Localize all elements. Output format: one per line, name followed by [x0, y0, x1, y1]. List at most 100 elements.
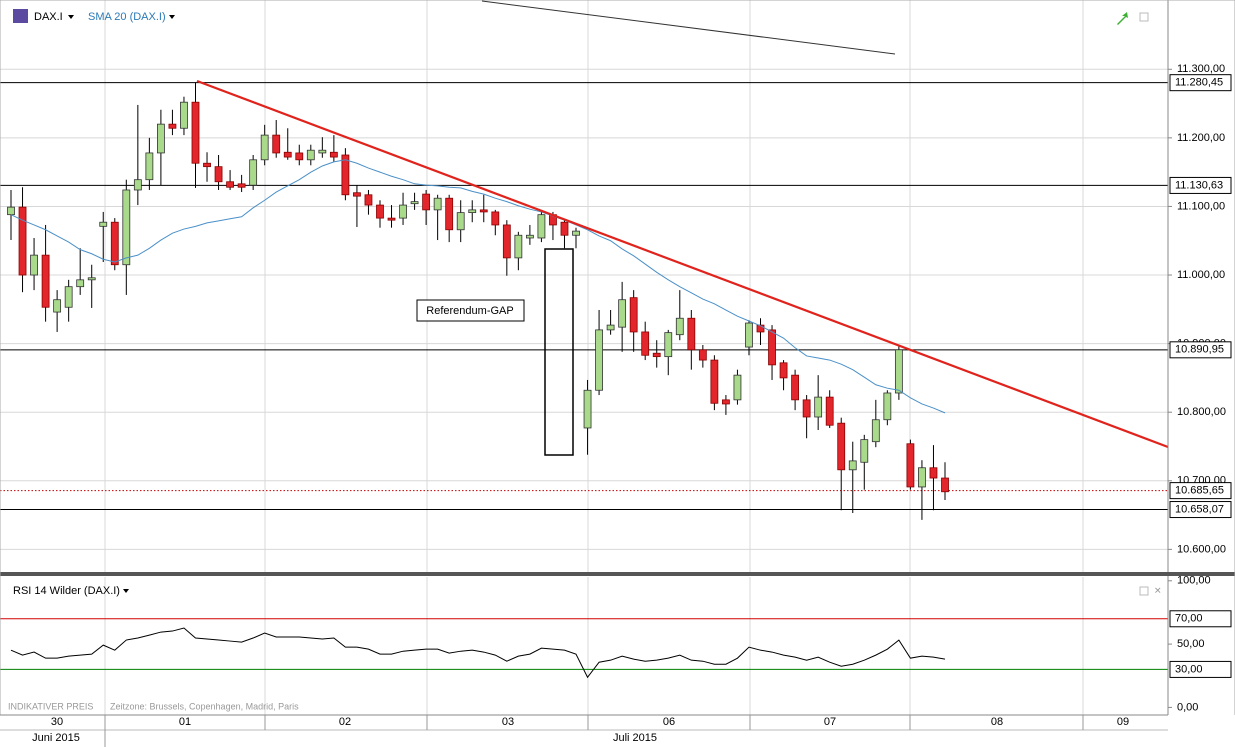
- y-tick-label: 10.600,00: [1177, 543, 1226, 555]
- gap-box: [544, 248, 574, 456]
- candle-body: [237, 183, 246, 188]
- candle-body: [595, 329, 603, 391]
- candle-body: [537, 214, 546, 239]
- candle-body: [906, 443, 915, 488]
- candle-body: [214, 166, 223, 183]
- candle-body: [203, 162, 211, 168]
- y-tick-label: 11.100,00: [1177, 200, 1225, 212]
- candle-body: [468, 209, 477, 214]
- level-label-box: [1169, 176, 1232, 194]
- candle-body: [825, 396, 834, 426]
- timezone: Zeitzone: Brussels, Copenhagen, Madrid, …: [110, 701, 299, 711]
- candle-body: [445, 197, 454, 231]
- candle-body: [168, 123, 177, 129]
- level-label-box: [1169, 660, 1232, 678]
- candle-body: [364, 194, 373, 206]
- candle-body: [698, 349, 707, 361]
- level-label-box: [1169, 482, 1232, 500]
- level-label-box: [1169, 501, 1232, 519]
- dropdown[interactable]: [123, 589, 129, 593]
- x-tick-label: 09: [1117, 716, 1129, 728]
- panel-divider: [0, 572, 1235, 576]
- instrument-icon[interactable]: [13, 9, 28, 23]
- level-label-box: [1169, 74, 1232, 92]
- candle-body: [249, 159, 258, 186]
- y-tick-label: 10.800,00: [1177, 406, 1226, 418]
- candle-body: [433, 197, 442, 211]
- candle-body: [929, 467, 938, 479]
- candle-body: [675, 317, 684, 336]
- candle-body: [18, 206, 27, 276]
- candle-body: [145, 152, 154, 181]
- candle-body: [572, 230, 580, 236]
- candle-body: [491, 211, 500, 226]
- window-button[interactable]: [1139, 12, 1149, 22]
- candle-body: [76, 279, 85, 288]
- candle-body: [341, 154, 350, 196]
- indicator-name[interactable]: SMA 20 (DAX.I): [88, 11, 166, 23]
- candle-body: [802, 399, 811, 418]
- candle-body: [283, 151, 292, 158]
- level-label-box: [1169, 610, 1232, 628]
- y-tick-label: 100,00: [1177, 575, 1211, 587]
- level-label: 11.280,45: [1175, 77, 1223, 89]
- close-button[interactable]: ✕: [1154, 585, 1162, 595]
- candle-body: [791, 374, 799, 401]
- dropdown[interactable]: [68, 15, 74, 19]
- candle-body: [306, 149, 315, 161]
- trend-line: [481, 0, 896, 55]
- y-tick-label: 50,00: [1177, 638, 1205, 650]
- y-tick-label: 0,00: [1177, 701, 1198, 713]
- candle-body: [722, 399, 730, 405]
- annotation-box: [416, 299, 525, 322]
- candle-body: [260, 134, 269, 161]
- rsi-line: [10, 627, 946, 679]
- x-axis-area: [0, 715, 1235, 747]
- candle-body: [53, 299, 62, 313]
- x-tick-label: 08: [991, 716, 1003, 728]
- trend-icon[interactable]: [1117, 12, 1128, 25]
- candle-body: [387, 217, 396, 221]
- y-tick-label: 11.200,00: [1177, 132, 1225, 144]
- candle-body: [318, 149, 327, 154]
- candle-body: [456, 212, 465, 231]
- candle-body: [133, 179, 142, 191]
- candle-body: [837, 422, 846, 471]
- instrument[interactable]: DAX.I: [34, 11, 63, 23]
- window-button[interactable]: [1139, 586, 1149, 596]
- candle-body: [629, 297, 638, 333]
- level-label: 10.685,65: [1175, 485, 1224, 497]
- month-label: Juni 2015: [32, 732, 80, 744]
- candle-body: [422, 193, 431, 211]
- candle-body: [157, 123, 165, 154]
- x-tick-label: 02: [339, 716, 351, 728]
- candle-body: [756, 324, 765, 333]
- sma-line: [10, 159, 946, 414]
- candle-body: [814, 396, 823, 418]
- candle-body: [918, 467, 926, 488]
- candle-body: [191, 101, 200, 164]
- candle-body: [295, 152, 304, 161]
- candle-body: [376, 204, 384, 219]
- month-label: Juli 2015: [613, 732, 657, 744]
- x-tick-label: 30: [51, 716, 63, 728]
- level-label-box: [1169, 341, 1232, 359]
- rsi-title[interactable]: RSI 14 Wilder (DAX.I): [13, 585, 120, 597]
- candle-body: [941, 477, 949, 493]
- candle-body: [226, 181, 234, 188]
- candle-body: [871, 419, 880, 443]
- candle-body: [272, 134, 281, 154]
- candle-body: [768, 329, 776, 366]
- candle-body: [618, 299, 627, 328]
- candle-body: [7, 206, 15, 216]
- candle-body: [641, 331, 650, 356]
- candle-body: [883, 392, 892, 421]
- candle-body: [894, 349, 903, 394]
- marks: [0, 82, 1168, 679]
- candle-body: [502, 224, 511, 259]
- candle-body: [733, 374, 742, 401]
- candle-body: [560, 221, 569, 236]
- candle-body: [353, 192, 361, 197]
- dropdown[interactable]: [169, 15, 175, 19]
